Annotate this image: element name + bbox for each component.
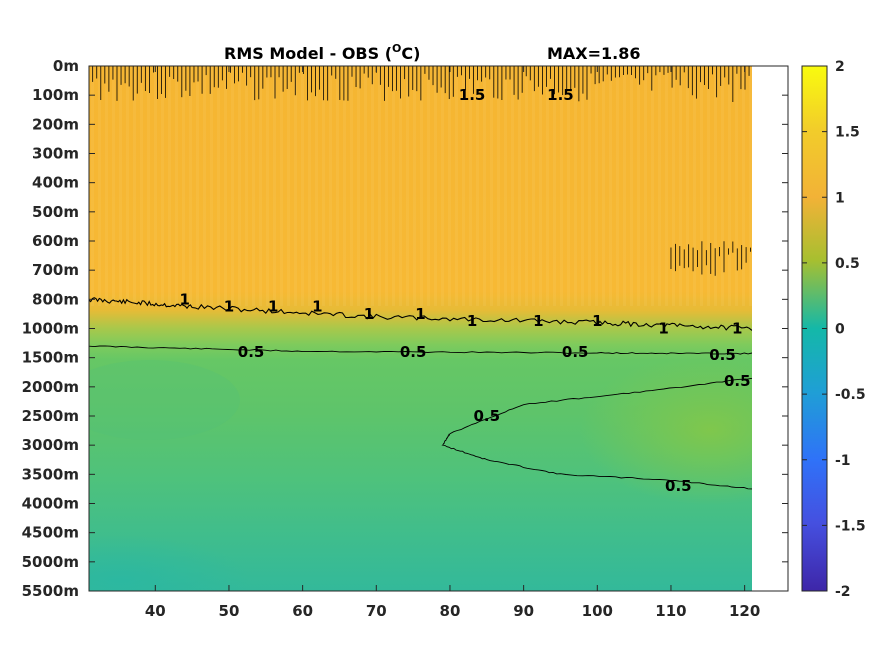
- chart-title: RMS Model - OBS (OC): [224, 42, 420, 63]
- y-tick-label: 200m: [32, 115, 79, 133]
- contour-label: 1: [180, 290, 190, 308]
- x-tick-label: 110: [655, 602, 686, 620]
- x-tick-label: 70: [366, 602, 387, 620]
- contour-lines: [89, 66, 752, 490]
- y-tick-label: 3500m: [22, 465, 79, 483]
- y-tick-label: 100m: [32, 86, 79, 104]
- colorbar-tick-label: -1.5: [835, 518, 866, 534]
- x-axis: 40 50 60 70 80 90 100 110 120: [145, 66, 760, 620]
- x-tick-label: 100: [582, 602, 613, 620]
- contour-label: 0.5: [709, 346, 736, 364]
- contour-line: [89, 297, 752, 331]
- y-tick-label: 600m: [32, 232, 79, 250]
- y-tick-label: 1500m: [22, 349, 79, 367]
- colorbar-tick-label: -0.5: [835, 387, 866, 403]
- contour-label: 0.5: [665, 477, 692, 495]
- y-tick-label: 700m: [32, 261, 79, 279]
- y-tick-label: 4000m: [22, 495, 79, 513]
- max-label: MAX=1.86: [547, 44, 641, 63]
- contour-label: 1: [364, 305, 374, 323]
- y-tick-label: 2500m: [22, 407, 79, 425]
- y-tick-label: 400m: [32, 174, 79, 192]
- contour-label: 1: [658, 320, 668, 338]
- colorbar-tick-label: 1: [835, 190, 845, 206]
- x-tick-label: 120: [729, 602, 760, 620]
- y-tick-label: 800m: [32, 290, 79, 308]
- colorbar-tick-label: 0: [835, 322, 845, 338]
- x-tick-label: 50: [219, 602, 240, 620]
- colorbar-tick-label: 2: [835, 59, 845, 75]
- contour-label: 1: [268, 298, 278, 316]
- y-tick-label: 2000m: [22, 378, 79, 396]
- x-tick-label: 90: [513, 602, 534, 620]
- heatmap-field: [89, 66, 752, 591]
- contour-line: [441, 377, 752, 490]
- contour-label: 1: [312, 298, 322, 316]
- colorbar-ticks: 2 1.5 1 0.5 0 -0.5 -1 -1.5 -2: [802, 59, 866, 600]
- contour-label: 1: [533, 312, 543, 330]
- contour-label: 0.5: [400, 343, 427, 361]
- colorbar-tick-label: -1: [835, 453, 851, 469]
- contour-label: 1: [415, 305, 425, 323]
- y-tick-label: 3000m: [22, 436, 79, 454]
- y-tick-label: 0m: [53, 57, 79, 75]
- contour-label: 0.5: [724, 372, 751, 390]
- contour-label: 0.5: [474, 407, 501, 425]
- contour-label: 1: [732, 320, 742, 338]
- y-tick-label: 4500m: [22, 524, 79, 542]
- colorbar-tick-label: 1.5: [835, 125, 860, 141]
- x-tick-label: 60: [292, 602, 313, 620]
- contour-label: 1.5: [459, 86, 486, 104]
- y-tick-label: 500m: [32, 203, 79, 221]
- colorbar-tick-label: -2: [835, 584, 851, 600]
- contour-label: 1: [224, 298, 234, 316]
- contour-label: 1: [467, 312, 477, 330]
- contour-label: 0.5: [238, 343, 265, 361]
- contour-line: [89, 345, 752, 355]
- y-tick-label: 5500m: [22, 582, 79, 600]
- x-tick-label: 40: [145, 602, 166, 620]
- y-tick-label: 5000m: [22, 553, 79, 571]
- colorbar-tick-label: 0.5: [835, 256, 860, 272]
- y-tick-label: 1000m: [22, 320, 79, 338]
- y-axis: 0m 100m 200m 300m 400m 500m 600m 700m 800m 1000m 1…: [22, 57, 788, 600]
- contour-label: 1.5: [547, 86, 574, 104]
- contour-labels: 1.5 1.51 1 1 1 1 1 1 1 1 1 10.5 0.5 0.5 0.50.50.50.5: [180, 86, 751, 495]
- x-tick-label: 80: [440, 602, 461, 620]
- contour-label: 1: [592, 312, 602, 330]
- y-tick-label: 300m: [32, 145, 79, 163]
- contour-label: 0.5: [562, 343, 589, 361]
